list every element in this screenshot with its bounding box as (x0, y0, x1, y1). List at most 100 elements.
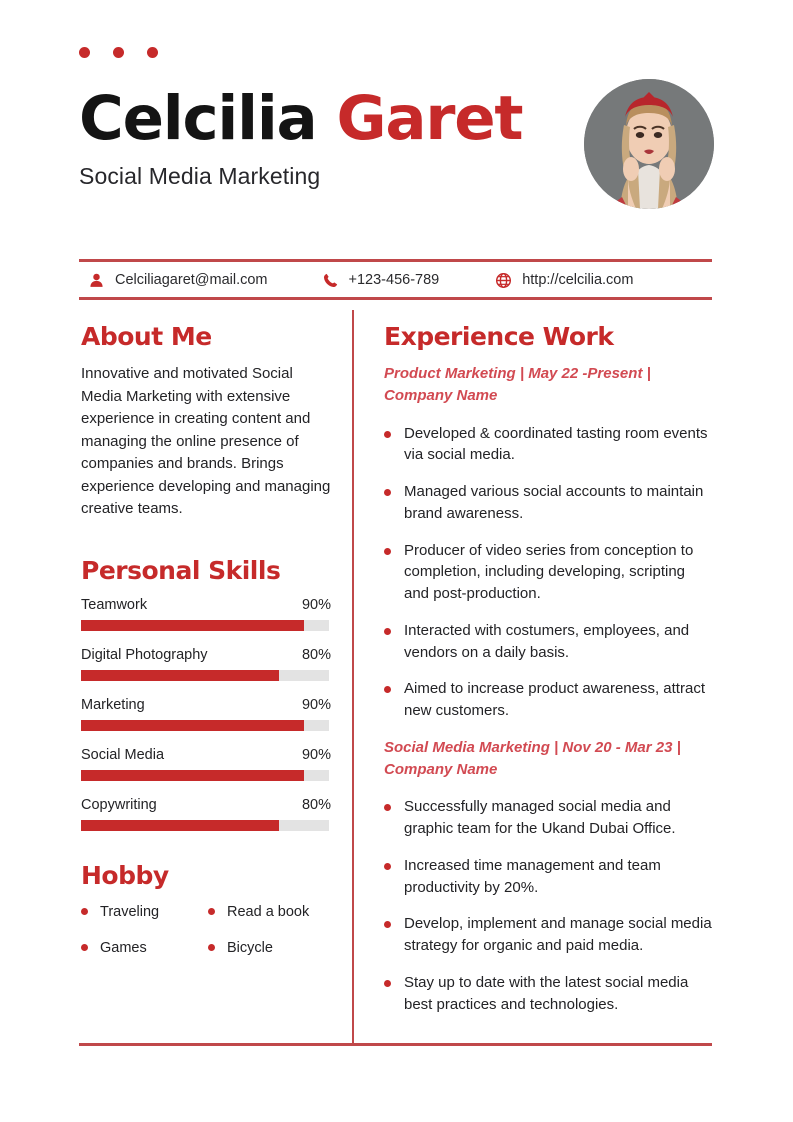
skill-item: Teamwork 90% (81, 597, 331, 631)
skill-percent: 90% (301, 596, 331, 613)
skill-item: Copywriting 80% (81, 797, 331, 831)
skill-progress-track (81, 719, 329, 731)
skills-section-title: Personal Skills (81, 555, 281, 585)
skill-label: Social Media (81, 746, 165, 763)
experience-bullet: Developed & coordinated tasting room eve… (384, 423, 714, 467)
about-text: Innovative and motivated Social Media Ma… (81, 365, 331, 517)
experience-bullet-text: Managed various social accounts to maint… (404, 483, 704, 522)
experience-entry: Social Media Marketing | Nov 20 - Mar 23… (384, 737, 714, 1016)
column-divider (352, 310, 354, 1043)
bullet-icon (384, 430, 391, 438)
skill-label: Digital Photography (81, 646, 208, 663)
bullet-icon (384, 547, 391, 555)
bullet-icon (384, 862, 391, 870)
skill-label: Marketing (81, 696, 145, 713)
hobby-label: Traveling (100, 903, 160, 920)
skill-item: Social Media 90% (81, 747, 331, 781)
contact-email-text: Celciliagaret@mail.com (115, 272, 268, 288)
globe-icon (496, 272, 512, 288)
experience-bullet-text: Successfully managed social media and gr… (404, 798, 676, 837)
skills-section: Personal Skills Teamwork 90% Digital Pho… (81, 556, 331, 831)
skill-progress-track (81, 669, 329, 681)
left-column: About Me Innovative and motivated Social… (81, 322, 331, 956)
bullet-icon (81, 944, 88, 951)
skill-progress-fill (81, 619, 305, 631)
skill-progress-track (81, 619, 329, 631)
job-role-subtitle: Social Media Marketing (79, 163, 321, 189)
right-column: Experience Work Product Marketing | May … (384, 322, 714, 1030)
experience-bullet-text: Increased time management and team produ… (404, 856, 661, 896)
skill-label: Copywriting (81, 796, 157, 813)
experience-bullet-text: Stay up to date with the latest social m… (404, 973, 689, 1013)
bullet-icon (208, 944, 215, 951)
contact-website-text: http://celcilia.com (522, 272, 634, 288)
skill-progress-fill (81, 769, 305, 781)
experience-heading: Social Media Marketing | Nov 20 - Mar 23… (384, 738, 681, 778)
hobby-label: Bicycle (227, 939, 273, 956)
hobby-item: Bicycle (208, 940, 331, 956)
experience-bullet-list: Successfully managed social media and gr… (384, 796, 714, 1015)
hobby-item: Read a book (208, 904, 331, 920)
bullet-icon (384, 804, 391, 812)
contact-website[interactable]: http://celcilia.com (495, 272, 633, 289)
hobby-section-title: Hobby (81, 860, 169, 890)
hobby-label: Games (100, 939, 147, 956)
skill-label: Teamwork (81, 596, 148, 613)
contact-rule-top (79, 259, 712, 262)
experience-bullet-list: Developed & coordinated tasting room eve… (384, 423, 714, 722)
bullet-icon (81, 908, 88, 915)
experience-heading: Product Marketing | May 22 -Present | Co… (384, 365, 651, 404)
experience-bullet: Producer of video series from conception… (384, 540, 714, 605)
decorative-dots (79, 47, 158, 58)
person-icon (90, 273, 103, 287)
contact-email[interactable]: Celciliagaret@mail.com (88, 272, 268, 289)
skill-progress-fill (81, 719, 305, 731)
dot-icon (79, 47, 90, 58)
skill-progress-track (81, 819, 329, 831)
experience-bullet: Successfully managed social media and gr… (384, 796, 714, 840)
experience-bullet-text: Aimed to increase product awareness, att… (404, 680, 705, 719)
hobby-label: Read a book (227, 903, 310, 920)
bullet-icon (384, 489, 391, 496)
skill-percent: 80% (301, 796, 331, 813)
skill-item: Digital Photography 80% (81, 647, 331, 681)
page-title: Celcilia Garet (79, 88, 719, 149)
contact-bar: Celciliagaret@mail.com +123-456-789 http… (79, 265, 712, 295)
avatar (584, 79, 714, 209)
experience-bullet-text: Develop, implement and manage social med… (404, 915, 712, 954)
skill-progress-fill (81, 669, 280, 681)
experience-bullet: Stay up to date with the latest social m… (384, 972, 714, 1016)
header: Celcilia Garet Social Media Marketing (79, 88, 719, 223)
hobby-list: Traveling Read a book Games Bicycle (81, 904, 331, 956)
skill-item: Marketing 90% (81, 697, 331, 731)
experience-section-title: Experience Work (384, 322, 614, 351)
experience-bullet: Interacted with costumers, employees, an… (384, 620, 714, 664)
hobby-item: Games (81, 940, 208, 956)
experience-bullet-text: Producer of video series from conception… (404, 541, 694, 603)
bullet-icon (384, 979, 391, 987)
hobby-item: Traveling (81, 904, 208, 920)
bullet-icon (384, 627, 391, 635)
bullet-icon (384, 686, 391, 694)
about-section-title: About Me (81, 322, 212, 351)
contact-rule-bottom (79, 297, 712, 300)
experience-entry: Product Marketing | May 22 -Present | Co… (384, 363, 714, 722)
experience-bullet: Managed various social accounts to maint… (384, 481, 714, 525)
dot-icon (113, 47, 124, 58)
experience-bullet-text: Interacted with costumers, employees, an… (404, 621, 690, 661)
last-name: Garet (336, 83, 524, 154)
experience-bullet: Develop, implement and manage social med… (384, 913, 714, 957)
skill-percent: 80% (301, 646, 331, 663)
experience-bullet: Aimed to increase product awareness, att… (384, 678, 714, 722)
contact-phone[interactable]: +123-456-789 (322, 272, 439, 289)
hobby-section: Hobby Traveling Read a book Games Bicycl… (81, 861, 331, 956)
portrait-photo-icon (584, 79, 714, 209)
phone-icon (323, 273, 337, 287)
bullet-icon (208, 908, 215, 915)
skill-percent: 90% (301, 746, 331, 763)
footer-rule (79, 1043, 712, 1046)
dot-icon (147, 47, 158, 58)
experience-bullet: Increased time management and team produ… (384, 855, 714, 899)
first-name: Celcilia (79, 83, 318, 154)
